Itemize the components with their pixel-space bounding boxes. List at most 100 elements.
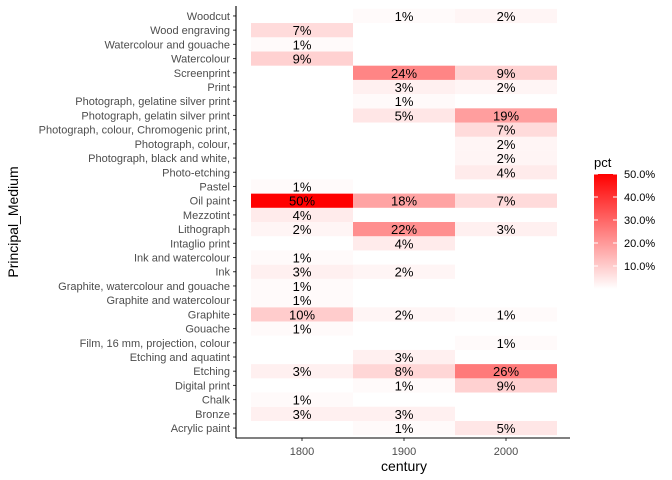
heatmap-cell-etching-1900 — [353, 364, 455, 379]
heatmap-cell-wood-engraving-1800 — [251, 23, 353, 38]
y-tick-label-etching-and-aquatint: Etching and aquatint — [130, 352, 230, 364]
heatmap-cell-graphite-1800 — [251, 307, 353, 322]
x-axis-title: century — [381, 458, 427, 474]
y-tick-label-photograph-gelatin-silver-print: Photograph, gelatin silver print — [81, 110, 230, 122]
cell-label-print-1900: 3% — [395, 80, 414, 95]
cell-label-acrylic-paint-1900: 1% — [395, 421, 414, 436]
legend-title: pct — [594, 155, 612, 170]
y-tick-label-watercolour: Watercolour — [171, 54, 230, 66]
heatmap-cell-watercolour-1800 — [251, 51, 353, 66]
cell-label-oil-paint-1800: 50% — [289, 194, 315, 209]
cell-label-woodcut-1900: 1% — [395, 9, 414, 24]
heatmap-cell-photograph-colour-chromogenic-print-2000 — [455, 122, 557, 137]
y-tick-label-acrylic-paint: Acrylic paint — [171, 423, 230, 435]
y-tick-label-graphite-and-watercolour: Graphite and watercolour — [106, 295, 230, 307]
y-tick-label-ink-and-watercolour: Ink and watercolour — [134, 253, 230, 265]
y-tick-label-graphite-watercolour-and-gouache: Graphite, watercolour and gouache — [58, 281, 230, 293]
y-tick-label-photo-etching: Photo-etching — [162, 167, 230, 179]
cell-label-screenprint-1900: 24% — [391, 66, 417, 81]
heatmap-cell-print-2000 — [455, 79, 557, 95]
cell-label-graphite-1900: 2% — [395, 307, 414, 322]
cell-label-photograph-gelatin-silver-print-1900: 5% — [395, 108, 414, 123]
heatmap-cell-woodcut-1900 — [353, 8, 455, 24]
heatmap-cells — [251, 8, 557, 436]
y-axis-tick-labels: Acrylic paint Bronze Chalk Digital print Etc… — [39, 11, 236, 435]
cell-label-digital-print-1900: 1% — [395, 378, 414, 393]
legend-color-bar — [594, 174, 617, 289]
cell-label-lithograph-2000: 3% — [497, 222, 516, 237]
heatmap-cell-film-16-mm-projection-colour-2000 — [455, 335, 557, 350]
y-tick-label-wood-engraving: Wood engraving — [150, 25, 230, 37]
cell-label-ink-1900: 2% — [395, 265, 414, 280]
y-tick-label-print: Print — [207, 82, 230, 94]
cell-label-graphite-1800: 10% — [289, 307, 315, 322]
heatmap-cell-digital-print-2000 — [455, 378, 557, 393]
y-tick-label-pastel: Pastel — [199, 181, 230, 193]
legend-label-20: 20.0% — [624, 238, 655, 250]
cell-label-bronze-1800: 3% — [293, 407, 312, 422]
cell-label-photo-etching-2000: 4% — [497, 165, 516, 180]
heatmap-cell-print-1900 — [353, 79, 455, 95]
cell-label-print-2000: 2% — [497, 80, 516, 95]
cell-label-gouache-1800: 1% — [293, 322, 312, 337]
heatmap-cell-etching-2000 — [455, 364, 557, 379]
cell-label-lithograph-1900: 22% — [391, 222, 417, 237]
heatmap-cell-photograph-gelatin-silver-print-2000 — [455, 108, 557, 123]
cell-label-ink-1800: 3% — [293, 265, 312, 280]
cell-label-oil-paint-2000: 7% — [497, 194, 516, 209]
cell-label-wood-engraving-1800: 7% — [293, 23, 312, 38]
x-tick-label-1900: 1900 — [392, 446, 416, 458]
y-tick-label-ink: Ink — [215, 267, 230, 279]
heatmap-cell-mezzotint-1800 — [251, 207, 353, 222]
heatmap-cell-etching-1800 — [251, 364, 353, 379]
cell-label-woodcut-2000: 2% — [497, 9, 516, 24]
heatmap-cell-acrylic-paint-1900 — [353, 420, 455, 436]
heatmap-cell-ink-1800 — [251, 264, 353, 279]
cell-label-bronze-1900: 3% — [395, 407, 414, 422]
cell-label-oil-paint-1900: 18% — [391, 194, 417, 209]
cell-label-chalk-1800: 1% — [293, 393, 312, 408]
y-tick-label-watercolour-and-gouache: Watercolour and gouache — [104, 39, 230, 51]
cell-label-photograph-colour-2000: 2% — [497, 137, 516, 152]
cell-label-etching-1900: 8% — [395, 364, 414, 379]
y-tick-label-oil-paint: Oil paint — [190, 196, 230, 208]
legend: pct 10.0% 20.0% 30.0% 40.0% 50.0% — [594, 155, 655, 289]
heatmap-cell-photograph-black-and-white-2000 — [455, 150, 557, 166]
heatmap-cell-ink-and-watercolour-1800 — [251, 250, 353, 265]
y-tick-label-intaglio-print: Intaglio print — [170, 238, 230, 250]
cell-label-photograph-colour-chromogenic-print-2000: 7% — [497, 123, 516, 138]
legend-label-50: 50.0% — [624, 169, 655, 181]
heatmap-cell-oil-paint-1900 — [353, 193, 455, 208]
cell-label-etching-and-aquatint-1900: 3% — [395, 350, 414, 365]
legend-label-10: 10.0% — [624, 261, 655, 273]
heatmap-cell-digital-print-1900 — [353, 378, 455, 393]
heatmap-cell-gouache-1800 — [251, 321, 353, 336]
cell-label-digital-print-2000: 9% — [497, 378, 516, 393]
heatmap-cell-lithograph-1900 — [353, 222, 455, 237]
y-tick-label-lithograph: Lithograph — [178, 224, 230, 236]
y-tick-label-film-16-mm-projection-colour: Film, 16 mm, projection, colour — [80, 338, 231, 350]
y-tick-label-photograph-colour: Photograph, colour, — [135, 139, 230, 151]
heatmap-cell-acrylic-paint-2000 — [455, 420, 557, 436]
x-axis-tick-labels: 1800 1900 2000 — [290, 438, 518, 458]
y-tick-label-gouache: Gouache — [185, 324, 230, 336]
cell-label-photograph-gelatin-silver-print-2000: 19% — [493, 108, 519, 123]
heatmap-cell-labels: 1% 5%3% 3%1%1% 9%3% 8% 26%3%1%1%10% 2% 1%1%1%3%… — [289, 9, 519, 436]
cell-label-mezzotint-1800: 4% — [293, 208, 312, 223]
y-tick-label-photograph-colour-chromogenic-print: Photograph, colour, Chromogenic print, — [39, 125, 230, 137]
y-tick-label-chalk: Chalk — [202, 395, 231, 407]
heatmap-cell-bronze-1800 — [251, 406, 353, 421]
cell-label-pastel-1800: 1% — [293, 179, 312, 194]
heatmap-cell-intaglio-print-1900 — [353, 236, 455, 251]
cell-label-etching-2000: 26% — [493, 364, 519, 379]
heatmap-cell-graphite-2000 — [455, 307, 557, 322]
y-tick-label-bronze: Bronze — [195, 409, 230, 421]
heatmap-cell-screenprint-1900 — [353, 65, 455, 80]
cell-label-graphite-2000: 1% — [497, 307, 516, 322]
cell-label-watercolour-and-gouache-1800: 1% — [293, 37, 312, 52]
heatmap-cell-graphite-and-watercolour-1800 — [251, 293, 353, 308]
heatmap-cell-etching-and-aquatint-1900 — [353, 349, 455, 365]
cell-label-graphite-and-watercolour-1800: 1% — [293, 293, 312, 308]
cell-label-intaglio-print-1900: 4% — [395, 236, 414, 251]
heatmap-cell-screenprint-2000 — [455, 65, 557, 80]
